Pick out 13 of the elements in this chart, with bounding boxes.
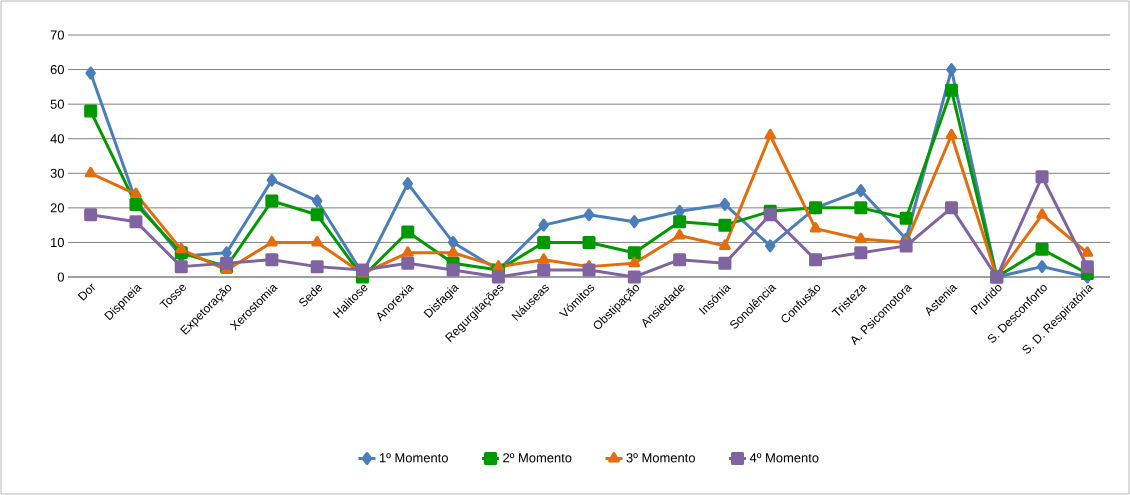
- y-tick-label: 10: [51, 237, 64, 248]
- legend-label: 1º Momento: [379, 453, 448, 463]
- y-tick-label: 20: [50, 203, 64, 213]
- y-tick-label: 40: [50, 134, 64, 144]
- y-tick-label: 50: [50, 99, 64, 109]
- legend-label: 3º Momento: [626, 453, 695, 463]
- x-tick-label: Dor: [77, 283, 95, 301]
- y-tick-label: 0: [57, 272, 64, 282]
- y-tick-label: 60: [50, 64, 64, 75]
- y-tick-label: 70: [50, 30, 64, 40]
- legend-label: 4º Momento: [749, 453, 819, 463]
- y-tick-label: 30: [50, 168, 64, 178]
- legend-label: 2º Momento: [503, 453, 572, 463]
